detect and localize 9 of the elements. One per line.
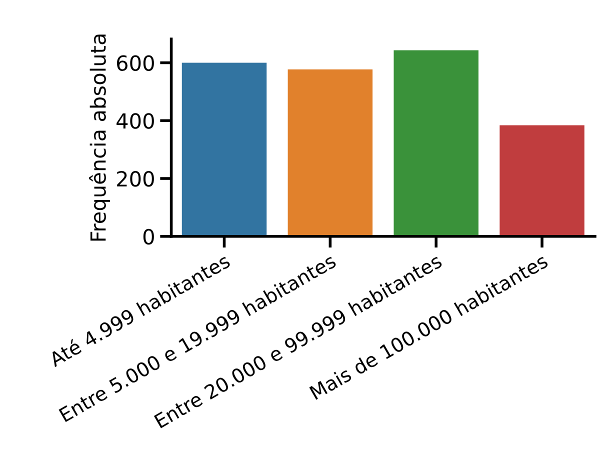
- bar: [500, 125, 584, 236]
- y-axis-title: Frequência absoluta: [88, 34, 110, 241]
- y-tick-label: 200: [117, 170, 154, 187]
- y-tick-label: 600: [117, 55, 154, 71]
- bar: [394, 50, 478, 236]
- bar: [288, 69, 373, 236]
- bar: [182, 62, 267, 236]
- y-tick-label: 0: [143, 228, 154, 245]
- y-tick-label: 400: [116, 113, 154, 129]
